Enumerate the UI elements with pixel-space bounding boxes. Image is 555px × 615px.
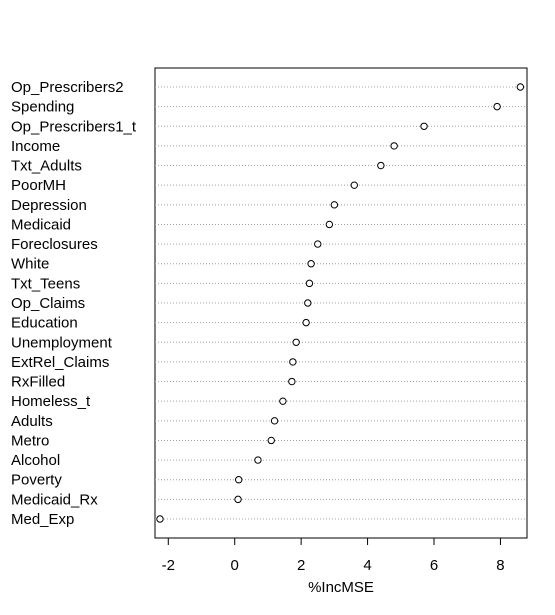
category-label: Txt_Adults	[11, 158, 82, 175]
category-label: ExtRel_Claims	[11, 354, 109, 371]
category-labels: Op_Prescribers2 Spending Op_Prescribers1_t…	[11, 79, 137, 528]
category-label: Education	[11, 315, 78, 332]
category-label: Spending	[11, 99, 74, 116]
data-point	[302, 318, 310, 327]
category-label: Foreclosures	[11, 236, 98, 253]
category-label: RxFilled	[11, 374, 65, 391]
category-label: Poverty	[11, 472, 62, 489]
x-tick-label: 8	[496, 557, 504, 574]
data-point	[420, 122, 428, 130]
category-label: Metro	[11, 432, 49, 449]
category-label: Op_Prescribers2	[11, 79, 124, 96]
data-point	[325, 220, 334, 229]
data-point	[235, 476, 243, 484]
category-label: Medicaid	[11, 216, 71, 233]
x-axis-label: %IncMSE	[308, 579, 374, 596]
data-point	[289, 358, 297, 366]
category-label: White	[11, 256, 49, 273]
category-label: Depression	[11, 197, 87, 214]
data-point	[516, 83, 525, 91]
data-point	[234, 495, 242, 504]
data-point	[305, 279, 314, 288]
data-points	[156, 83, 525, 523]
category-label: Income	[11, 138, 60, 155]
category-label: PoorMH	[11, 177, 66, 194]
data-point	[493, 102, 501, 111]
x-tick-label: 4	[363, 557, 371, 574]
data-point	[350, 181, 358, 189]
data-point	[330, 201, 339, 209]
category-label: Adults	[11, 413, 53, 430]
category-label: Txt_Teens	[11, 275, 80, 292]
x-tick-label: 2	[297, 557, 305, 574]
category-label: Op_Claims	[11, 295, 85, 312]
category-label: Medicaid_Rx	[11, 491, 98, 508]
x-tick-label: -2	[162, 557, 175, 574]
grid-lines	[155, 86, 527, 520]
data-point	[270, 417, 279, 425]
data-point	[390, 142, 398, 150]
data-point	[377, 161, 385, 170]
data-point	[267, 436, 275, 445]
data-point	[156, 515, 164, 523]
category-label: Op_Prescribers1_t	[11, 118, 137, 135]
category-label: Med_Exp	[11, 511, 74, 528]
data-point	[279, 397, 287, 405]
data-point	[288, 377, 296, 386]
x-tick-label: 6	[430, 557, 438, 574]
x-axis: -2 0 2 4 6 8	[162, 537, 505, 574]
data-point	[307, 260, 315, 268]
data-point	[292, 338, 300, 346]
category-label: Unemployment	[11, 334, 113, 351]
category-label: Alcohol	[11, 452, 60, 469]
data-point	[254, 456, 262, 464]
data-point	[304, 299, 312, 307]
category-label: Homeless_t	[11, 393, 91, 410]
x-tick-label: 0	[231, 557, 239, 574]
data-point	[314, 240, 322, 248]
